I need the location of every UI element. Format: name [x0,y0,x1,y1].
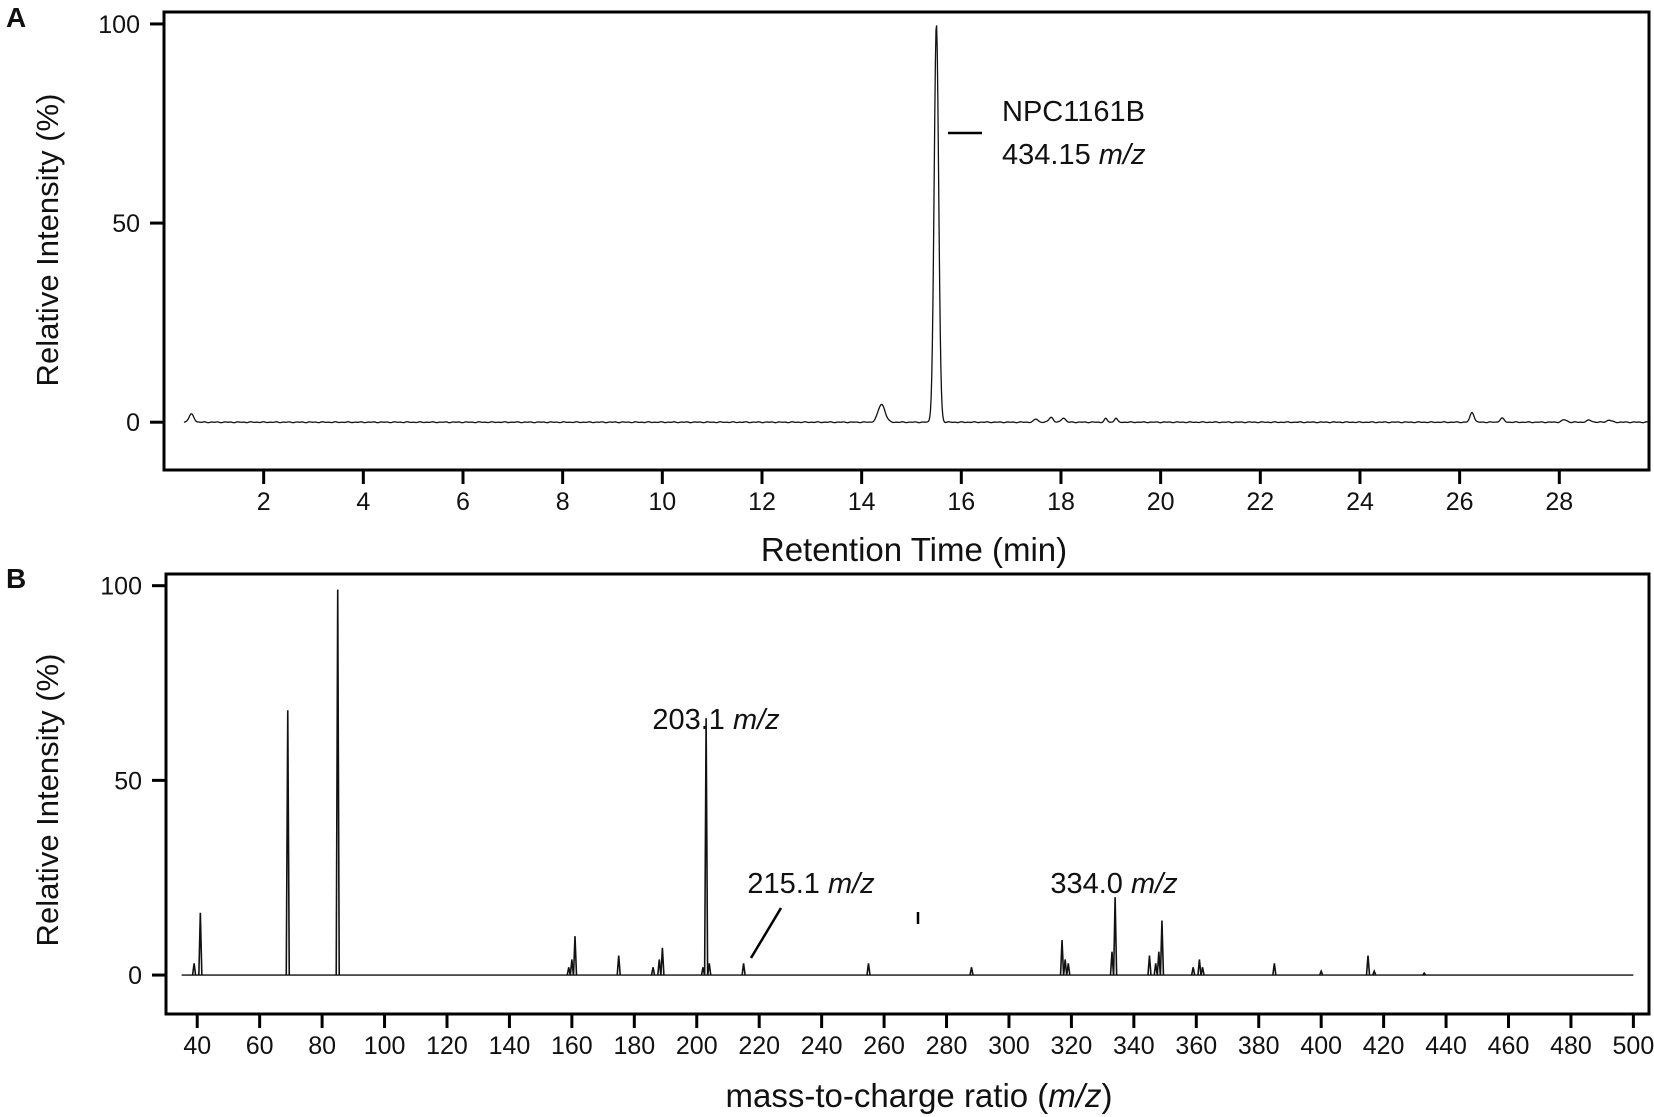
spectrum-peak [1372,968,1377,976]
spectrum-peak [1318,968,1324,976]
panel-b-x-tick-label: 320 [1051,1032,1093,1060]
panel-a-y-ticks: 0 50 100 [98,11,164,437]
panel-b-x-axis-label: mass-to-charge ratio (m/z) [726,1077,1113,1114]
panel-a-y-axis-label: Relative Intensity (%) [30,94,65,387]
chromatogram-trace [183,25,1650,424]
panel-a-x-tick-label: 26 [1446,488,1474,516]
spectrum-peak [1159,920,1165,976]
panel-b-x-tick-label: 140 [489,1032,531,1060]
panel-b-x-tick-label: 340 [1113,1032,1155,1060]
peak-label-215: 215.1 m/z [747,868,875,900]
panel-a-x-tick-label: 16 [947,488,975,516]
panel-a-x-tick-label: 2 [257,488,271,516]
npc1161b-label: NPC1161B [1002,96,1145,128]
panel-a-label: A [6,2,26,33]
panel-a-y-tick-label: 50 [112,210,140,238]
spectrum-peak [198,912,203,976]
spectrum-peak [741,963,746,976]
spectrum-peak [616,955,622,976]
spectrum-peak [1112,897,1118,976]
peak-label-203: 203.1 m/z [652,704,780,736]
panel-b-x-tick-label: 220 [738,1032,780,1060]
panel-a-x-axis-label: Retention Time (min) [761,531,1067,568]
panel-b-x-tick-label: 80 [308,1032,336,1060]
spectrum-peak [706,963,712,976]
panel-b-x-tick-label: 160 [551,1032,593,1060]
panel-a-x-tick-label: 6 [456,488,470,516]
panel-a-x-tick-label: 20 [1147,488,1175,516]
panel-b-x-tick-label: 60 [246,1032,274,1060]
panel-b-x-tick-label: 420 [1363,1032,1405,1060]
panel-a-y-tick-label: 0 [126,409,140,437]
panel-b-label: B [6,563,26,594]
spectrum-peak [566,967,572,976]
spectrum-peak [569,959,575,976]
panel-b-x-tick-label: 100 [364,1032,406,1060]
spectrum-peak [1272,963,1277,976]
peak-label-334: 334.0 m/z [1050,868,1178,900]
panel-a-x-tick-label: 12 [748,488,776,516]
spectrum-peak [335,589,341,976]
panel-b-x-tick-label: 120 [426,1032,468,1060]
panel-a-x-tick-label: 8 [556,488,570,516]
panel-b-x-tick-label: 280 [926,1032,968,1060]
panel-a-y-tick-label: 100 [98,11,140,39]
panel-b-y-axis-label: Relative Intensity (%) [30,654,65,947]
spectrum-peak [1156,951,1162,976]
spectrum-peak [1422,971,1427,976]
panel-a-x-tick-label: 24 [1346,488,1374,516]
spectrum-peak [285,710,291,976]
spectrum-peak [1200,967,1205,976]
panel-b-x-tick-label: 440 [1425,1032,1467,1060]
panel-b: B 0 50 100 40 60 80 100 120 140 160 180 200 220 240 2… [6,563,1654,1114]
spectrum-peak [1059,939,1065,976]
panel-b-x-tick-label: 380 [1238,1032,1280,1060]
spectrum-peak [1197,959,1202,976]
panel-b-x-tick-label: 360 [1175,1032,1217,1060]
panel-b-y-ticks: 0 50 100 [100,573,166,990]
panel-b-x-ticks: 40 60 80 100 120 140 160 180 200 220 240 260 280 300 3… [183,1014,1654,1060]
spectrum-peak [650,967,656,976]
panel-a-frame [162,10,1651,472]
panel-b-x-tick-label: 500 [1613,1032,1654,1060]
spectrum-peak [660,947,665,976]
spectrum-peak [969,967,974,976]
peak-label-215-leader [749,907,783,959]
panel-a-x-tick-label: 4 [356,488,370,516]
spectrum-peak [191,963,197,976]
spectrum-peak [866,963,871,976]
panel-b-x-tick-label: 460 [1488,1032,1530,1060]
panel-b-x-tick-label: 300 [988,1032,1030,1060]
spectrum-peak [572,936,578,976]
spectrum-peak [703,718,709,976]
panel-b-x-tick-label: 200 [676,1032,718,1060]
panel-b-y-tick-label: 100 [100,573,142,601]
spectrum-peak [1062,959,1068,976]
panel-a-x-tick-label: 18 [1047,488,1075,516]
spectrum-peak [1153,963,1159,976]
panel-b-frame [164,572,1651,1016]
panel-b-x-tick-label: 240 [801,1032,843,1060]
spectrum-peak [1365,955,1371,976]
npc1161b-mz-label: 434.15 m/z [1002,139,1146,171]
panel-b-x-tick-label: 480 [1550,1032,1592,1060]
spectrum-peak [656,959,662,976]
panel-b-x-tick-label: 40 [183,1032,211,1060]
panel-a-x-ticks: 2 4 6 8 10 12 14 16 18 20 22 24 26 28 [257,470,1573,516]
panel-b-x-tick-label: 400 [1300,1032,1342,1060]
spectrum-peak [1147,955,1152,976]
spectrum-peak [1065,963,1071,976]
panel-a-x-tick-label: 10 [648,488,676,516]
panel-b-x-tick-label: 260 [863,1032,905,1060]
panel-b-y-tick-label: 50 [114,767,142,795]
spectrum-peak [1190,967,1196,976]
panel-b-x-tick-label: 180 [613,1032,655,1060]
panel-a-x-tick-label: 14 [848,488,876,516]
mass-spectrum-peaks [191,589,1427,976]
panel-a-x-tick-label: 22 [1246,488,1274,516]
panel-a-x-tick-label: 28 [1545,488,1573,516]
panel-b-y-tick-label: 0 [128,962,142,990]
